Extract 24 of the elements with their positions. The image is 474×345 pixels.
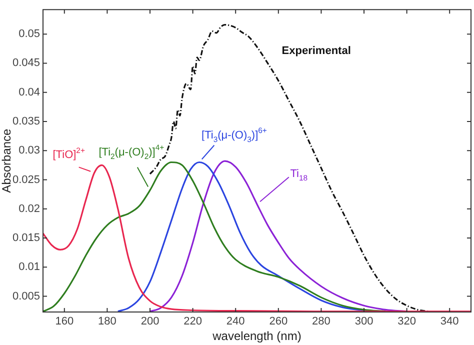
x-tick-label: 280 xyxy=(312,316,330,328)
x-tick-label: 240 xyxy=(226,316,245,328)
x-tick-label: 180 xyxy=(98,316,116,328)
x-tick-label: 160 xyxy=(55,316,74,328)
y-tick-label: 0.04 xyxy=(18,86,40,98)
series-label: Experimental xyxy=(282,44,351,57)
x-tick-label: 260 xyxy=(269,316,288,328)
x-axis-title: wavelength (nm) xyxy=(212,329,302,344)
y-axis-title: Absorbance xyxy=(0,128,14,193)
y-tick-label: 0.045 xyxy=(12,57,40,70)
y-tick-label: 0.01 xyxy=(18,261,40,274)
y-tick-label: 0.035 xyxy=(12,116,40,128)
y-tick-label: 0.05 xyxy=(18,28,40,40)
y-tick-label: 0.02 xyxy=(18,202,40,215)
x-tick-label: 340 xyxy=(440,316,459,328)
x-tick-label: 200 xyxy=(140,316,160,328)
x-tick-label: 300 xyxy=(354,316,374,328)
x-tick-label: 320 xyxy=(398,316,416,328)
y-tick-label: 0.015 xyxy=(12,232,40,244)
y-tick-label: 0.005 xyxy=(12,290,40,302)
line-series xyxy=(43,164,471,312)
y-tick-label: 0.025 xyxy=(12,174,40,186)
x-tick-label: 220 xyxy=(184,316,202,328)
y-tick-label: 0.03 xyxy=(18,144,40,157)
